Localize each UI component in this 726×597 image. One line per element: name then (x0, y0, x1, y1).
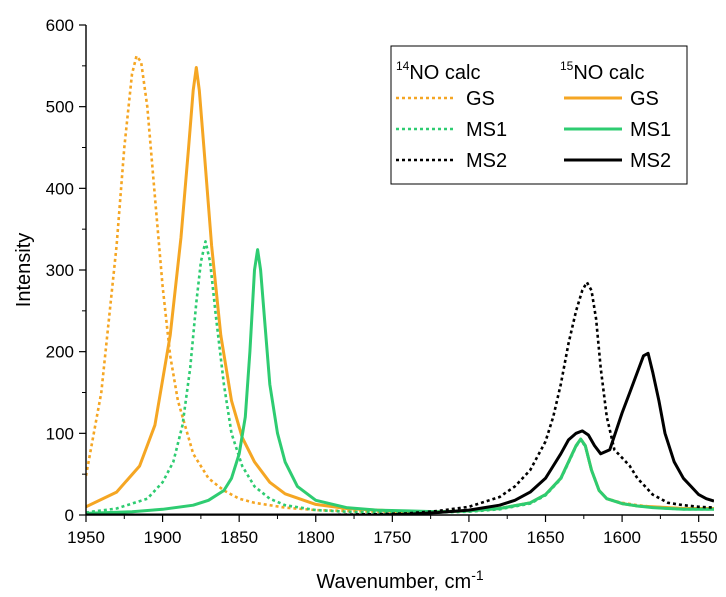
legend-header-14no-sup: 14 (396, 59, 410, 73)
x-tick-label: 1600 (603, 528, 641, 547)
y-tick-label: 200 (46, 343, 74, 362)
x-tick-label: 1700 (450, 528, 488, 547)
x-tick-label: 1800 (297, 528, 335, 547)
x-tick-label: 1750 (373, 528, 411, 547)
legend-header-14no-text: NO calc (409, 62, 480, 84)
legend-label-14no-gs: GS (466, 88, 495, 110)
y-tick-label: 500 (46, 98, 74, 117)
legend-header-15no: 15NO calc (560, 59, 644, 84)
series-14no-ms2 (86, 280, 714, 515)
x-tick-label: 1900 (144, 528, 182, 547)
legend-label-14no-ms1: MS1 (466, 119, 507, 141)
legend-header-14no: 14NO calc (396, 59, 480, 84)
x-tick-label: 1550 (680, 528, 718, 547)
legend-header-15no-text: NO calc (573, 62, 644, 84)
y-tick-label: 300 (46, 261, 74, 280)
series-14no-gs (86, 54, 714, 514)
series-layer (86, 54, 714, 515)
y-tick-label: 400 (46, 179, 74, 198)
legend-label-15no-ms2: MS2 (630, 150, 671, 172)
legend-label-15no-gs: GS (630, 88, 659, 110)
series-14no-ms1 (86, 240, 714, 514)
legend-label-15no-ms1: MS1 (630, 119, 671, 141)
legend-header-15no-sup: 15 (560, 59, 574, 73)
axes-layer: 1950 1900 1850 1800 1750 1700 1650 1600 15500100… (46, 16, 718, 547)
y-tick-label: 600 (46, 16, 74, 35)
y-tick-label: 0 (65, 506, 74, 525)
y-axis-title: Intensity (13, 233, 35, 307)
series-15no-ms1 (86, 248, 714, 515)
legend-rows: GS GS MS1 MS1 MS2 MS2 (396, 88, 671, 172)
x-axis-title: Wavenumber, cm-1 (316, 567, 484, 593)
series-15no-ms2 (86, 351, 714, 515)
y-tick-label: 100 (46, 424, 74, 443)
x-axis-title-text: Wavenumber, cm (316, 571, 471, 593)
x-tick-label: 1950 (67, 528, 105, 547)
legend-label-14no-ms2: MS2 (466, 150, 507, 172)
x-tick-label: 1850 (220, 528, 258, 547)
x-tick-label: 1650 (527, 528, 565, 547)
x-axis-title-superscript: -1 (471, 567, 484, 583)
